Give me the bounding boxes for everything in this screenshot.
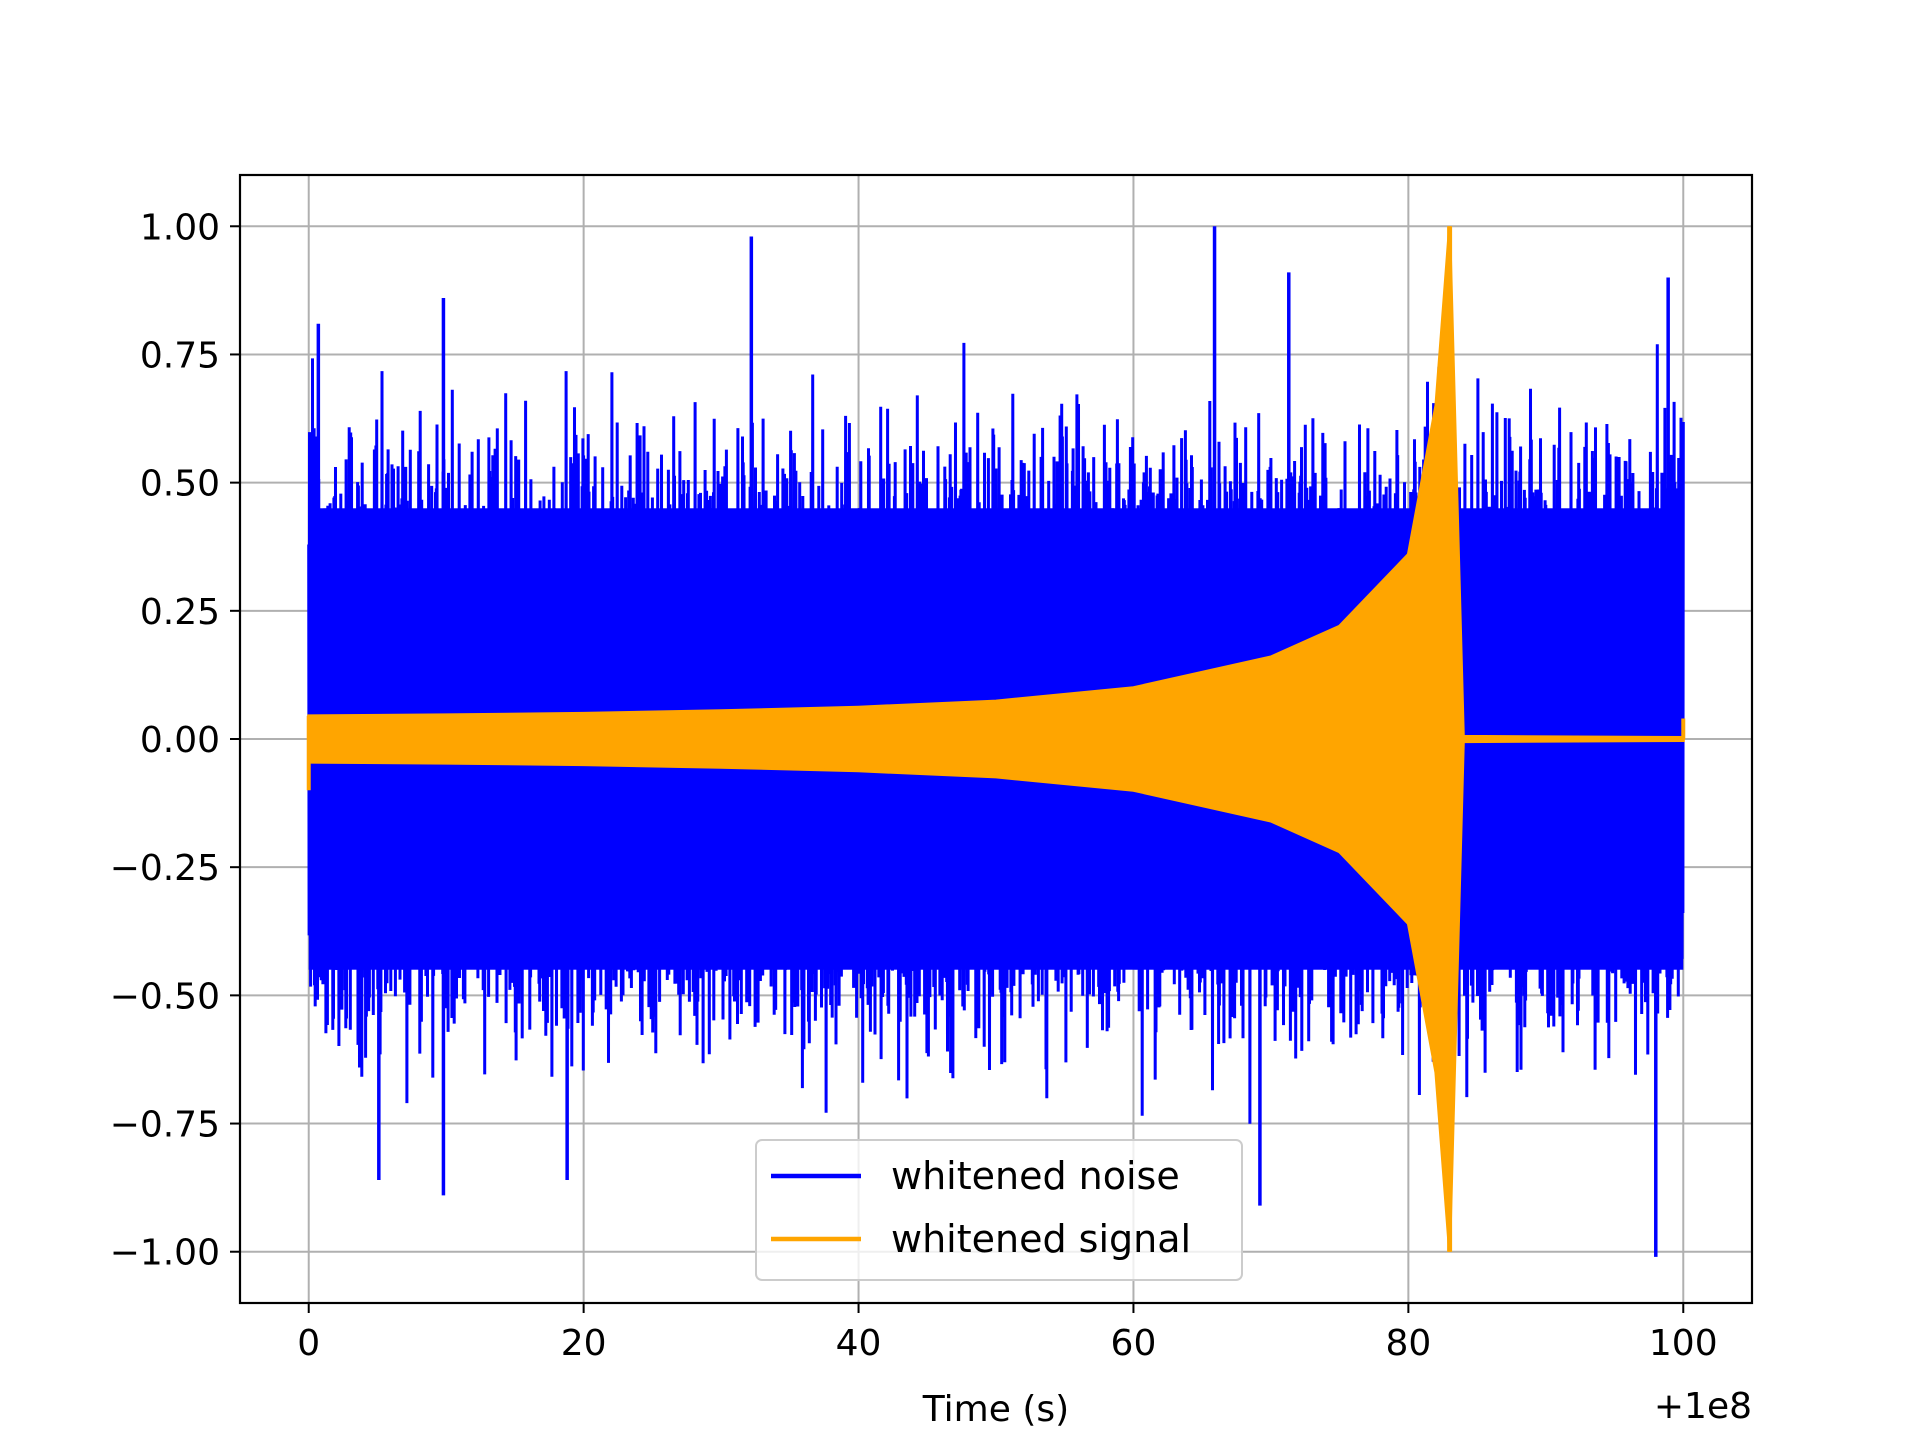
y-tick-label: 0.50 <box>140 464 220 505</box>
y-tick-label: −0.50 <box>110 976 220 1017</box>
x-tick-label: 100 <box>1649 1323 1718 1364</box>
legend-box <box>755 1139 1243 1281</box>
y-tick-label: 0.00 <box>140 720 220 761</box>
legend-signal-label: whitened signal <box>891 1217 1191 1261</box>
signal-envelope <box>307 226 1685 1252</box>
x-tick-label: 40 <box>836 1323 882 1364</box>
y-tick-label: −0.75 <box>110 1105 220 1146</box>
y-tick-label: −1.00 <box>110 1233 220 1274</box>
y-axis-ticks: 1.00 0.75 0.50 0.25 0.00 −0.25 −0.50 −0.75 −1.00 <box>110 207 240 1274</box>
y-tick-label: 0.25 <box>140 592 220 633</box>
x-axis-offset-label: +1e8 <box>1654 1386 1752 1427</box>
legend: whitened noise whitened signal <box>755 1139 1243 1281</box>
x-tick-label: 60 <box>1111 1323 1157 1364</box>
whitened-signal-series <box>306 226 1686 1252</box>
x-tick-label: 80 <box>1385 1323 1431 1364</box>
y-tick-label: −0.25 <box>110 848 220 889</box>
y-tick-label: 0.75 <box>140 335 220 376</box>
x-tick-label: 20 <box>561 1323 607 1364</box>
y-tick-label: 1.00 <box>140 207 220 248</box>
legend-noise-label: whitened noise <box>891 1154 1180 1198</box>
plot-area <box>306 226 1686 1257</box>
x-axis-label: Time (s) <box>922 1389 1069 1430</box>
x-axis-ticks: 0 20 40 60 80 100 <box>297 1303 1718 1364</box>
x-tick-label: 0 <box>297 1323 320 1364</box>
